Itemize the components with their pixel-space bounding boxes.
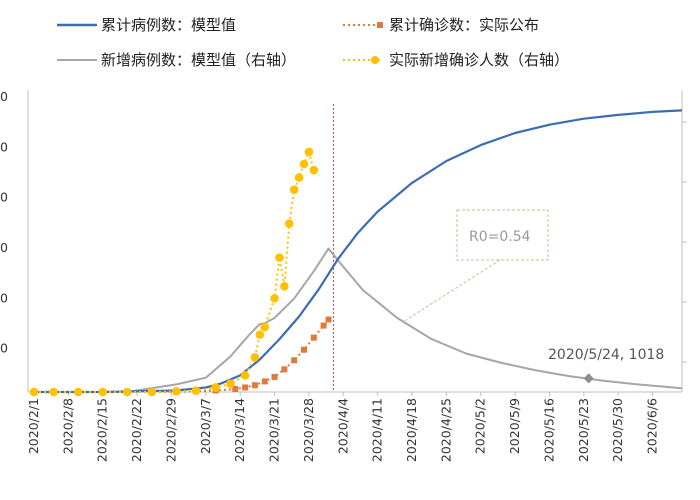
series-line-1 [34, 247, 683, 393]
legend-label-cumulative-model: 累计病例数：模型值 [101, 16, 236, 34]
data-point-cumulative-actual [320, 322, 327, 329]
data-point-new-actual [275, 253, 284, 262]
data-point-new-actual [294, 173, 304, 182]
highlight-point-marker [583, 373, 594, 384]
x-tick-label: 2020/5/16 [541, 398, 556, 462]
data-point-new-actual [226, 379, 235, 388]
data-point-new-actual [49, 387, 58, 397]
data-point-new-actual [122, 387, 132, 397]
point-annotation-text: 2020/5/24, 1018 [548, 347, 664, 363]
x-tick-label: 2020/4/25 [438, 398, 453, 462]
data-point-new-actual [73, 387, 83, 397]
data-point-new-actual [250, 352, 260, 362]
data-point-new-actual [270, 294, 279, 303]
legend-item-cumulative-model: 累计病例数：模型值 [57, 16, 236, 34]
x-tick-label: 2020/3/7 [198, 398, 213, 454]
data-point-cumulative-actual [301, 346, 307, 353]
data-point-new-actual [98, 387, 108, 397]
legend-label-new-model: 新增病例数：模型值（右轴） [101, 51, 296, 69]
data-point-new-actual [289, 185, 299, 194]
data-point-cumulative-actual [242, 384, 249, 391]
data-point-new-actual [147, 387, 157, 397]
x-tick-label: 2020/6/6 [645, 398, 660, 454]
data-point-cumulative-actual [281, 366, 288, 373]
data-point-new-actual [172, 386, 181, 396]
r0-annotation-box [456, 209, 549, 261]
legend-marker-new-actual [371, 56, 379, 64]
data-point-new-actual [211, 383, 220, 392]
y-tick-label: 000 [0, 89, 8, 104]
series-layer [29, 104, 683, 397]
legend-label-cumulative-actual: 累计确诊数：实际公布 [389, 16, 539, 34]
x-tick-label: 2020/4/11 [370, 398, 385, 462]
x-tick-label: 2020/4/18 [404, 398, 419, 462]
data-point-cumulative-actual [261, 378, 268, 385]
x-axis-ticks: 2020/2/1 2020/2/8 2020/2/15 2020/2/22 2020/2… [26, 392, 660, 462]
data-point-new-actual [255, 330, 265, 339]
r0-annotation: R0=0.54 [402, 209, 549, 323]
data-point-new-actual [260, 322, 270, 332]
data-point-cumulative-actual [251, 382, 258, 389]
data-point-new-actual [280, 282, 289, 291]
x-tick-label: 2020/5/2 [473, 398, 488, 454]
legend-label-new-actual: 实际新增确诊人数（右轴） [389, 51, 569, 69]
series-line-2 [34, 318, 330, 393]
data-point-new-actual [191, 386, 201, 395]
data-point-new-actual [240, 371, 250, 380]
x-tick-label: 2020/5/9 [507, 398, 522, 454]
legend-item-new-model: 新增病例数：模型值（右轴） [57, 51, 296, 69]
r0-annotation-leader [402, 259, 501, 323]
y-axis-ticks: 000 000 000 000 000 000 [0, 89, 8, 356]
data-point-cumulative-actual [310, 334, 317, 341]
data-point-cumulative-actual [232, 385, 239, 392]
y-tick-label: 000 [0, 290, 8, 305]
x-tick-label: 2020/5/23 [576, 398, 591, 462]
point-annotation: 2020/5/24, 1018 [548, 347, 664, 363]
y-tick-label: 000 [0, 139, 8, 154]
x-tick-label: 2020/3/14 [232, 398, 247, 462]
data-point-cumulative-actual [325, 316, 332, 323]
data-point-new-actual [284, 219, 294, 228]
r0-annotation-text: R0=0.54 [469, 229, 531, 245]
y-tick-label: 000 [0, 240, 8, 255]
legend-marker-cumulative-actual [377, 22, 383, 28]
x-tick-label: 2020/2/29 [163, 398, 178, 462]
x-tick-label: 2020/2/22 [129, 398, 144, 462]
series-line-3 [34, 150, 315, 393]
data-point-new-actual [309, 165, 319, 175]
x-tick-label: 2020/2/1 [26, 398, 41, 454]
y-tick-label: 000 [0, 341, 8, 356]
x-tick-label: 2020/5/30 [610, 398, 625, 462]
data-point-new-actual [304, 147, 314, 157]
legend-item-cumulative-actual: 累计确诊数：实际公布 [343, 16, 539, 34]
right-axis-ticks [682, 121, 687, 363]
legend-item-new-actual: 实际新增确诊人数（右轴） [343, 51, 569, 69]
x-tick-label: 2020/3/21 [267, 398, 282, 462]
x-tick-label: 2020/2/15 [95, 398, 110, 462]
data-point-new-actual [29, 387, 39, 397]
data-point-new-actual [299, 159, 309, 169]
x-tick-label: 2020/4/4 [335, 398, 350, 454]
x-tick-label: 2020/3/28 [301, 398, 316, 462]
y-tick-label: 000 [0, 190, 8, 205]
data-point-cumulative-actual [271, 373, 278, 380]
data-point-cumulative-actual [291, 357, 298, 364]
x-tick-label: 2020/2/8 [60, 398, 75, 454]
legend: 累计病例数：模型值 累计确诊数：实际公布 新增病例数：模型值（右轴） 实际新增确… [57, 16, 569, 69]
